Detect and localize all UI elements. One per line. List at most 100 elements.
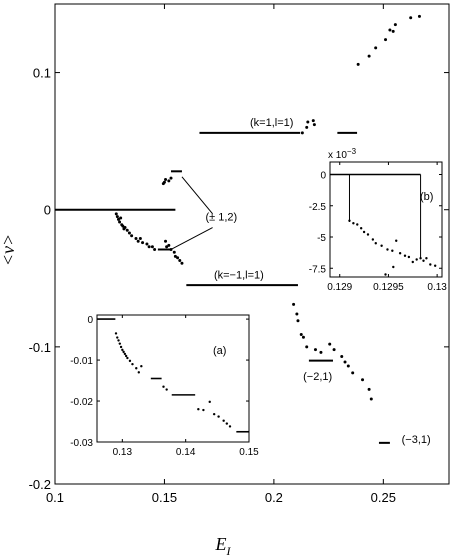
inset-b-panel-label: (b) [420, 191, 433, 203]
inset-b-data-point [407, 255, 411, 259]
inset-a-data-point [131, 362, 134, 366]
main-data-point [136, 239, 140, 243]
inset-a-data-point [116, 336, 119, 339]
inset-a-data-point [118, 342, 122, 345]
main-data-point [295, 312, 299, 316]
inset-a-data-point [208, 400, 211, 404]
inset-b-y-tick-label: -2.5 [309, 202, 327, 213]
inset-b-data-point [386, 248, 389, 251]
main-data-point [164, 239, 168, 243]
main-data-point [417, 14, 421, 18]
main-data-point [172, 250, 176, 254]
inset-a-data-point [122, 350, 125, 354]
inset-b-data-point [356, 223, 359, 226]
main-data-point [361, 378, 365, 382]
main-data-point [306, 120, 310, 124]
main-y-axis-title: <ν> [0, 234, 18, 266]
main-data-point [141, 241, 145, 245]
inset-a-data-point [123, 352, 127, 356]
main-axes: 0.1 0.15 0.2 0.25 -0.2 -0.1 0 0.1 (k=1,l=1) (k=−1… [0, 3, 450, 558]
inset-b-multiplier: x 10−3 [328, 147, 357, 161]
main-data-point [147, 245, 151, 249]
main-x-tick-label: 0.15 [152, 490, 177, 505]
main-data-point [305, 345, 309, 349]
main-data-point [127, 231, 131, 235]
main-data-point [393, 23, 397, 27]
inset-a-data-point [212, 412, 216, 416]
inset-a-y-tick-label: -0.01 [70, 356, 93, 367]
inset-a-x-tick-label: 0.15 [239, 447, 259, 458]
inset-b-data-layer: 0.129 0.1295 0.13 0 -2.5 -5 -7.5 [309, 162, 447, 293]
main-annotation: (−3,1) [402, 434, 431, 446]
main-data-point [118, 220, 122, 224]
inset-a-data-point [228, 425, 232, 428]
inset-b-axes: 0.129 0.1295 0.13 0 -2.5 -5 -7.5 (b) x 10−3 [309, 147, 448, 293]
main-x-tick-label: 0.1 [46, 490, 64, 505]
inset-b-x-tick-label: 0.1295 [373, 282, 404, 293]
main-annotation: (± 1,2) [205, 212, 237, 224]
inset-a-data-point [217, 415, 220, 418]
inset-b-data-point [352, 222, 355, 225]
inset-b-data-point [433, 264, 437, 267]
inset-a-data-point [222, 419, 225, 422]
main-data-point [391, 29, 395, 33]
inset-b-data-point [415, 258, 418, 261]
main-data-point [145, 242, 149, 246]
inset-b-data-point [359, 227, 363, 230]
main-data-point [150, 245, 154, 249]
main-data-point [114, 212, 118, 216]
inset-b-data-point [395, 239, 398, 242]
main-y-tick-label: -0.1 [29, 340, 51, 355]
main-annotation: (k=1,l=1) [250, 117, 293, 129]
inset-a-data-layer: 0.13 0.14 0.15 0 -0.01 -0.02 -0.03 [70, 315, 259, 458]
inset-a-data-point [140, 365, 143, 368]
inset-a-data-point [126, 356, 129, 360]
main-leader-line [181, 176, 213, 215]
main-y-tick-label: -0.2 [29, 477, 51, 492]
main-data-point [301, 335, 305, 339]
inset-a-data-point [137, 371, 140, 374]
inset-a-data-point [119, 345, 123, 349]
main-data-point [180, 261, 184, 265]
inset-b-frame [329, 161, 443, 278]
main-data-point [311, 119, 315, 123]
main-x-tick-label: 0.25 [371, 490, 396, 505]
inset-b-y-tick-label: 0 [320, 171, 326, 182]
main-data-point [332, 348, 336, 352]
main-data-point [369, 397, 373, 401]
main-data-point [130, 234, 134, 238]
main-data-point [292, 302, 296, 306]
inset-a-data-point [124, 354, 128, 358]
main-data-point [343, 360, 347, 364]
main-data-point [164, 178, 168, 182]
main-data-point [178, 258, 182, 262]
inset-a-data-point [202, 408, 205, 412]
inset-b-data-point [419, 257, 422, 260]
main-data-point [169, 176, 173, 180]
main-data-point [328, 342, 332, 346]
main-data-point [153, 247, 157, 251]
main-annotation: (−2,1) [303, 371, 332, 383]
main-data-point [173, 254, 177, 258]
main-data-point [125, 228, 129, 232]
main-leader-line [170, 227, 213, 250]
inset-b-x-tick-label: 0.129 [327, 282, 352, 293]
inset-a-panel-label: (a) [213, 345, 226, 357]
main-data-point [116, 217, 120, 221]
main-data-point [121, 224, 125, 228]
main-data-point [138, 237, 142, 241]
main-data-point [313, 348, 317, 352]
inset-b-data-point [380, 244, 383, 247]
inset-a-data-point [197, 408, 200, 411]
main-data-point [134, 237, 138, 241]
inset-a-data-point [117, 339, 120, 342]
inset-a-data-point [162, 385, 165, 388]
inset-a-x-tick-label: 0.13 [113, 447, 133, 458]
main-x-tick-label: 0.2 [265, 490, 283, 505]
main-data-point [165, 245, 169, 249]
main-data-point [384, 38, 388, 42]
inset-b-data-point [366, 233, 370, 236]
inset-b-data-point [371, 238, 375, 241]
inset-b-data-point [398, 252, 402, 255]
